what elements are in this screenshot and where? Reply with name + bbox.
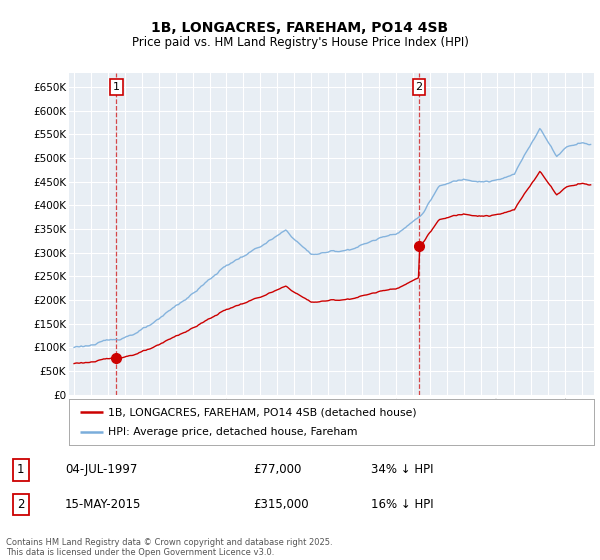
Text: 16% ↓ HPI: 16% ↓ HPI bbox=[371, 498, 433, 511]
Text: £315,000: £315,000 bbox=[253, 498, 308, 511]
Text: 1: 1 bbox=[113, 82, 120, 92]
Text: 1B, LONGACRES, FAREHAM, PO14 4SB (detached house): 1B, LONGACRES, FAREHAM, PO14 4SB (detach… bbox=[109, 407, 417, 417]
Text: 2: 2 bbox=[17, 498, 25, 511]
Text: 1: 1 bbox=[17, 463, 25, 477]
Text: £77,000: £77,000 bbox=[253, 463, 301, 477]
Text: 2: 2 bbox=[415, 82, 422, 92]
Text: Price paid vs. HM Land Registry's House Price Index (HPI): Price paid vs. HM Land Registry's House … bbox=[131, 36, 469, 49]
Text: 1B, LONGACRES, FAREHAM, PO14 4SB: 1B, LONGACRES, FAREHAM, PO14 4SB bbox=[151, 21, 449, 35]
Text: Contains HM Land Registry data © Crown copyright and database right 2025.
This d: Contains HM Land Registry data © Crown c… bbox=[6, 538, 332, 557]
Text: 04-JUL-1997: 04-JUL-1997 bbox=[65, 463, 137, 477]
Text: 34% ↓ HPI: 34% ↓ HPI bbox=[371, 463, 433, 477]
Text: 15-MAY-2015: 15-MAY-2015 bbox=[65, 498, 141, 511]
Text: HPI: Average price, detached house, Fareham: HPI: Average price, detached house, Fare… bbox=[109, 427, 358, 437]
